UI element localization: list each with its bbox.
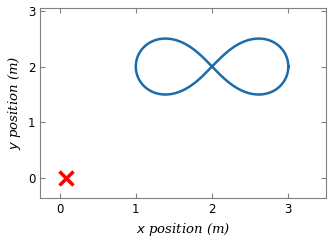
X-axis label: $x$ position (m): $x$ position (m) [136, 222, 231, 238]
Y-axis label: $y$ position (m): $y$ position (m) [6, 56, 23, 150]
